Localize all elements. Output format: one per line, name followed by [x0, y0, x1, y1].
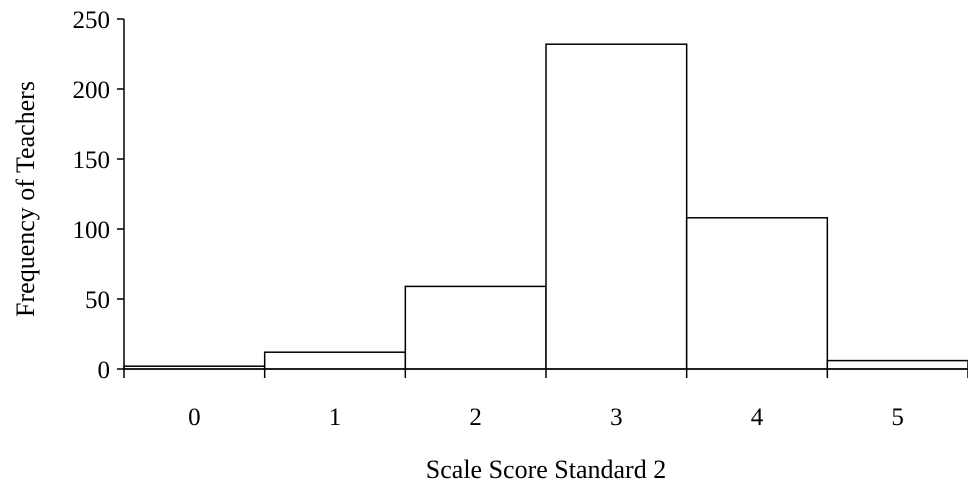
x-tick-label: 2: [469, 404, 482, 431]
bar-2: [404, 285, 547, 370]
x-axis-title: Scale Score Standard 2: [426, 455, 666, 484]
y-tick-label: 200: [73, 77, 111, 104]
bar-4: [685, 217, 829, 370]
x-tick-label: 0: [188, 404, 201, 431]
bar-1: [263, 351, 407, 370]
y-tick-label: 150: [73, 147, 111, 174]
bars-group: [123, 43, 968, 370]
y-tick-label: 50: [85, 287, 110, 314]
x-tick-label: 5: [891, 404, 904, 431]
bar-5: [826, 359, 968, 370]
y-tick-label: 0: [98, 357, 111, 384]
y-tick-label: 100: [73, 217, 111, 244]
x-tick-label: 1: [329, 404, 342, 431]
x-tick-label: 4: [751, 404, 764, 431]
bar-3: [545, 43, 688, 370]
y-tick-label: 250: [73, 7, 111, 34]
y-ticks-group: 0 50 100 150 200 250: [73, 7, 124, 384]
x-tick-label: 3: [610, 404, 623, 431]
y-axis-title: Frequency of Teachers: [11, 81, 40, 317]
x-ticks-group: 0 1 2 3 4 5: [123, 369, 968, 431]
